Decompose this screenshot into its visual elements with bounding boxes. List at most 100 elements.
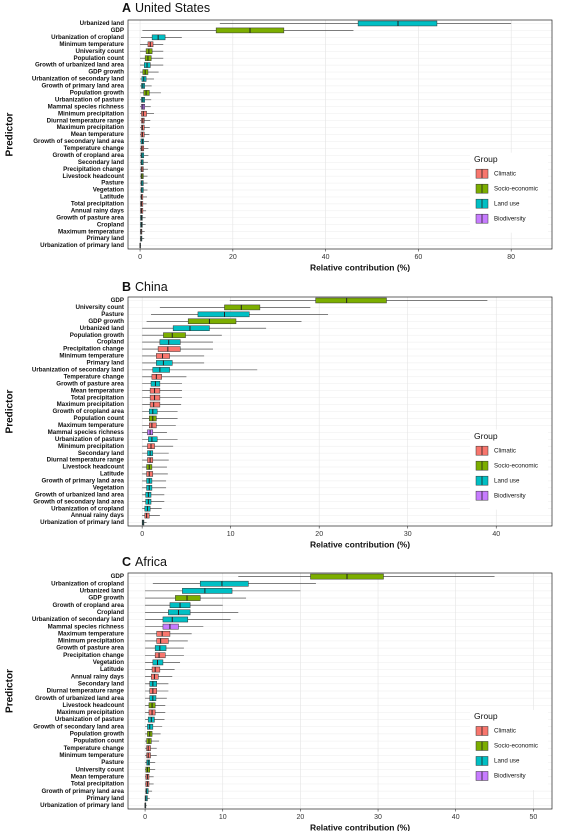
x-tick-label: 60	[414, 254, 422, 261]
y-tick-label: Urbanization of cropland	[51, 34, 124, 41]
legend-label: Biodiversity	[494, 773, 527, 780]
y-tick-label: Total precipitation	[71, 201, 124, 208]
y-tick-label: Urbanization of pasture	[55, 436, 125, 443]
legend-title: Group	[474, 431, 498, 441]
panel-letter: C	[122, 555, 131, 569]
box	[154, 645, 167, 651]
y-tick-label: Latitude	[100, 471, 125, 478]
y-axis-title: Predictor	[5, 112, 16, 156]
box	[148, 436, 158, 443]
y-tick-label: Urbanization of primary land	[40, 802, 124, 809]
panel-name: United States	[135, 1, 210, 15]
x-tick-label: 10	[219, 814, 227, 821]
y-tick-label: Minimum temperature	[59, 41, 124, 48]
y-tick-label: Precipitation change	[63, 652, 124, 659]
y-tick-label: Urbanization of cropland	[51, 580, 124, 587]
y-tick-label: Vegetation	[93, 659, 125, 666]
y-tick-label: Annual rainy days	[71, 673, 125, 680]
legend-label: Climatic	[494, 728, 516, 735]
y-tick-label: Minimum precipitation	[58, 443, 124, 450]
y-tick-label: Precipitation change	[63, 346, 124, 353]
y-tick-label: Total precipitation	[71, 781, 124, 788]
y-tick-label: Maximum temperature	[58, 422, 125, 429]
x-tick-label: 0	[138, 254, 142, 261]
box	[175, 595, 201, 601]
legend-label: Biodiversity	[494, 215, 527, 222]
box	[156, 638, 169, 644]
legend-title: Group	[474, 711, 498, 721]
y-tick-label: Urbanization of cropland	[51, 505, 124, 512]
y-tick-label: Growth of secondary land area	[33, 138, 124, 145]
legend-label: Socio-economic	[494, 743, 538, 750]
y-tick-label: Growth of cropland area	[52, 408, 124, 415]
panel-name: China	[135, 280, 168, 294]
x-tick-label: 80	[507, 254, 515, 261]
x-tick-label: 40	[492, 531, 500, 538]
panel-letter: B	[122, 280, 131, 294]
y-tick-label: GDP	[111, 573, 124, 580]
x-tick-label: 20	[315, 531, 323, 538]
y-tick-label: Primary land	[87, 360, 125, 367]
box	[141, 110, 147, 117]
y-tick-label: Diurnal temperature range	[47, 457, 125, 464]
y-tick-label: Secondary land	[78, 680, 124, 687]
box	[152, 367, 170, 373]
legend-title: Group	[474, 154, 498, 164]
box	[224, 304, 261, 311]
y-tick-label: Diurnal temperature range	[47, 117, 125, 124]
y-tick-label: Mean temperature	[71, 387, 125, 394]
box	[157, 346, 181, 352]
y-tick-label: Minimum precipitation	[58, 110, 124, 117]
y-tick-label: GDP	[111, 27, 124, 34]
y-tick-label: Urbanization of primary land	[40, 242, 124, 249]
panel-title: A United States	[122, 1, 210, 15]
box	[168, 609, 191, 616]
y-tick-label: Mammal species richness	[48, 103, 125, 110]
y-tick-label: Growth of urbanized land area	[35, 491, 125, 498]
y-tick-label: Growth of secondary land area	[33, 723, 124, 730]
box	[187, 318, 237, 325]
y-tick-label: Mammal species richness	[48, 623, 125, 630]
y-tick-label: Vegetation	[93, 484, 125, 491]
y-tick-label: Growth of pasture area	[56, 645, 124, 652]
y-tick-label: Urbanized land	[80, 588, 125, 595]
x-tick-label: 0	[143, 814, 147, 821]
y-tick-label: Minimum precipitation	[58, 638, 124, 645]
x-tick-label: 0	[140, 531, 144, 538]
x-tick-label: 40	[452, 814, 460, 821]
y-tick-label: Growth of primary land area	[41, 788, 124, 795]
x-tick-label: 10	[227, 531, 235, 538]
y-tick-label: Population count	[73, 415, 124, 422]
y-tick-label: Growth of secondary land area	[33, 498, 124, 505]
y-tick-label: Population count	[73, 738, 124, 745]
x-tick-label: 20	[229, 254, 237, 261]
panel-letter: A	[122, 1, 131, 15]
panel-title: C Africa	[122, 555, 167, 569]
y-tick-label: University count	[76, 48, 124, 55]
y-tick-label: Urbanization of pasture	[55, 716, 125, 723]
box	[172, 325, 210, 331]
legend-label: Biodiversity	[494, 492, 527, 499]
legend-label: Land use	[494, 758, 520, 765]
box	[159, 339, 181, 345]
y-tick-label: Growth of primary land area	[41, 478, 124, 485]
plot-frame	[127, 19, 553, 250]
y-tick-label: Secondary land	[78, 450, 124, 457]
y-tick-label: Mammal species richness	[48, 429, 125, 436]
y-tick-label: Growth of primary land area	[41, 83, 124, 90]
y-tick-label: Cropland	[97, 339, 124, 346]
y-tick-label: Urbanization of pasture	[55, 96, 125, 103]
y-axis-title: Predictor	[5, 389, 16, 433]
y-tick-label: GDP growth	[88, 595, 124, 602]
y-tick-label: Primary land	[87, 235, 125, 242]
y-tick-label: Annual rainy days	[71, 207, 125, 214]
box	[149, 401, 161, 408]
y-tick-label: Urbanization of secondary land	[32, 76, 124, 83]
y-tick-label: Growth of cropland area	[52, 152, 124, 159]
y-tick-label: Cropland	[97, 609, 124, 616]
y-tick-label: Maximum temperature	[58, 228, 125, 235]
y-tick-label: Pasture	[101, 180, 124, 187]
x-axis-title: Relative contribution (%)	[310, 822, 410, 831]
y-tick-label: Temperature change	[64, 745, 125, 752]
